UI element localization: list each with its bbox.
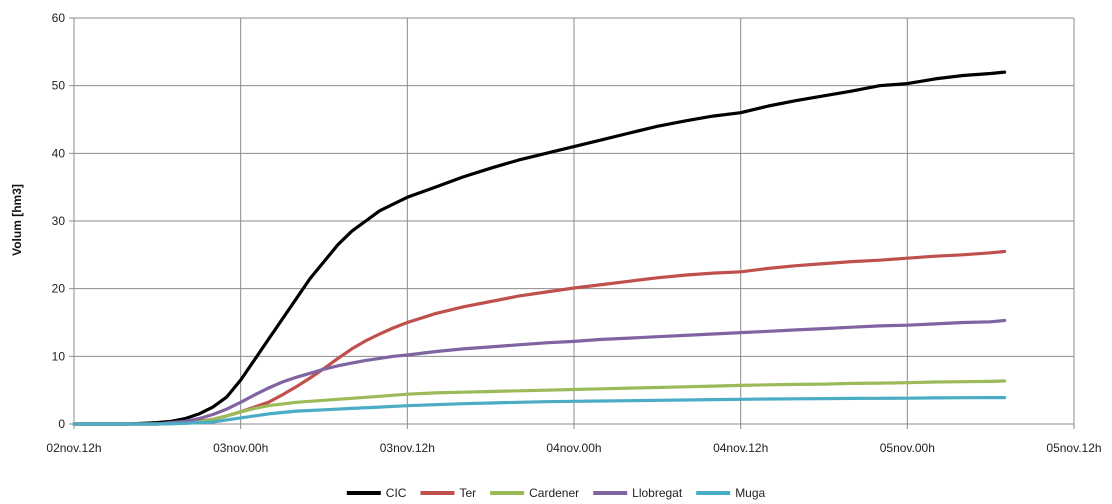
x-tick-label: 04nov.12h: [713, 441, 768, 455]
legend: CIC Ter Cardener Llobregat Muga: [346, 486, 766, 500]
series-lines: [72, 70, 1007, 426]
y-tick-label: 10: [52, 349, 66, 363]
legend-label: Llobregat: [632, 486, 683, 500]
series-line-cardener: [72, 379, 1007, 426]
y-tick-label: 30: [52, 214, 66, 228]
y-axis-title: Volum [hm3]: [10, 184, 24, 256]
legend-label: CIC: [386, 486, 407, 500]
legend-item-muga: Muga: [696, 486, 766, 500]
series-line-cic: [72, 70, 1007, 426]
y-tick-label: 60: [52, 11, 66, 25]
series-line-llobregat: [72, 318, 1007, 426]
legend-label: Muga: [735, 486, 765, 500]
legend-label: Ter: [459, 486, 476, 500]
legend-item-llobregat: Llobregat: [593, 486, 683, 500]
legend-item-ter: Ter: [420, 486, 476, 500]
series-line-muga: [72, 396, 1007, 426]
x-tick-label: 04nov.00h: [546, 441, 601, 455]
x-tick-label: 05nov.00h: [880, 441, 935, 455]
x-tick-label: 03nov.00h: [213, 441, 268, 455]
y-tick-label: 0: [58, 417, 65, 431]
legend-item-cic: CIC: [346, 486, 407, 500]
x-tick-label: 05nov.12h: [1046, 441, 1101, 455]
legend-item-cardener: Cardener: [490, 486, 579, 500]
legend-label: Cardener: [529, 486, 579, 500]
y-tick-label: 50: [52, 79, 66, 93]
grid: [74, 17, 1075, 425]
x-tick-label: 02nov.12h: [46, 441, 101, 455]
y-tick-label: 20: [52, 282, 66, 296]
x-tick-labels: 02nov.12h 03nov.00h 03nov.12h 04nov.00h 04no…: [46, 441, 1101, 455]
y-tick-label: 40: [52, 146, 66, 160]
y-tick-labels: 0 10 20 30 40 50 60: [52, 11, 66, 431]
x-tick-label: 03nov.12h: [380, 441, 435, 455]
